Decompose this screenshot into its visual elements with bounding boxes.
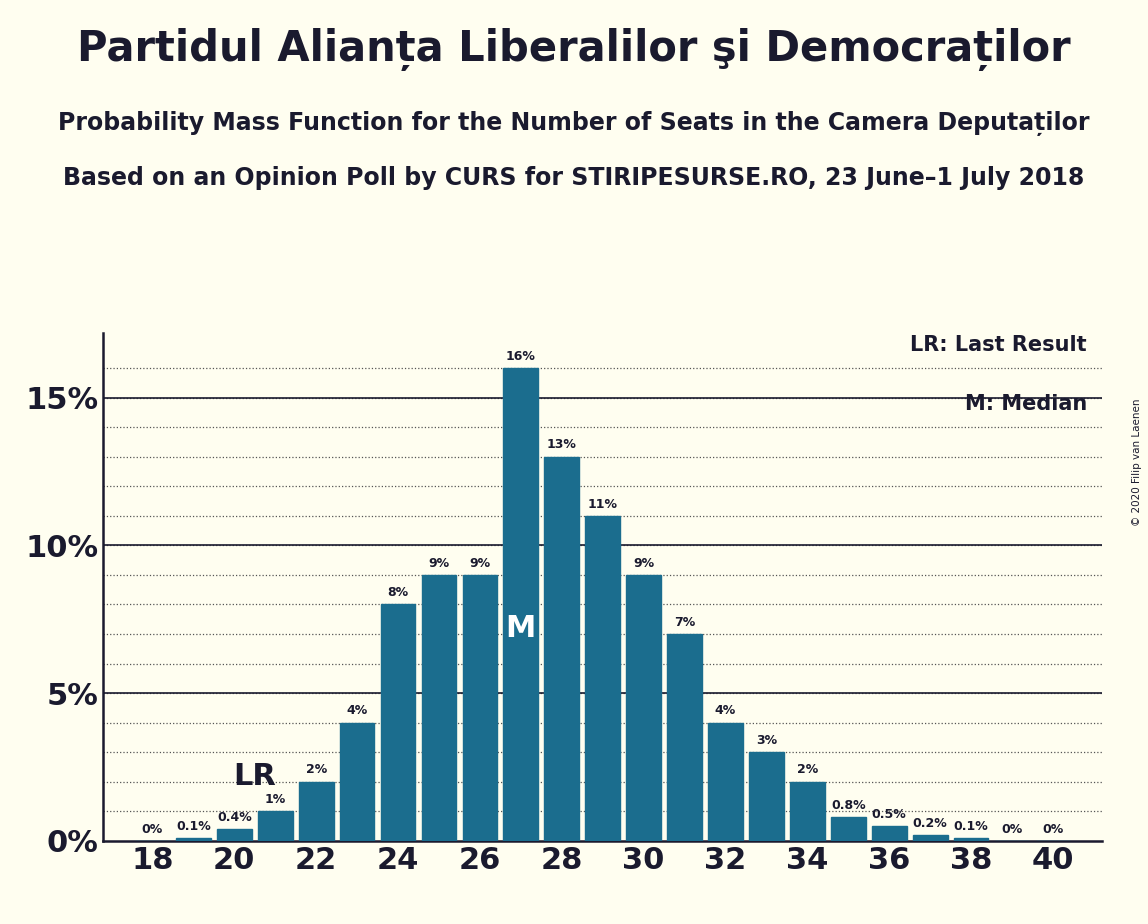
Text: 2%: 2%	[797, 763, 819, 776]
Text: © 2020 Filip van Laenen: © 2020 Filip van Laenen	[1132, 398, 1142, 526]
Bar	[340, 723, 374, 841]
Text: LR: Last Result: LR: Last Result	[910, 335, 1087, 355]
Text: 9%: 9%	[428, 556, 450, 569]
Text: Based on an Opinion Poll by CURS for STIRIPESURSE.RO, 23 June–1 July 2018: Based on an Opinion Poll by CURS for STI…	[63, 166, 1085, 190]
Text: 1%: 1%	[264, 793, 286, 806]
Text: LR: LR	[233, 761, 277, 791]
Text: 7%: 7%	[674, 615, 696, 628]
Bar	[217, 829, 251, 841]
Bar	[831, 817, 866, 841]
Text: 4%: 4%	[715, 704, 736, 717]
Text: 8%: 8%	[388, 586, 409, 599]
Text: 0.2%: 0.2%	[913, 817, 947, 830]
Bar	[790, 782, 824, 841]
Bar	[954, 838, 988, 841]
Text: 11%: 11%	[588, 497, 618, 510]
Text: M: M	[505, 614, 536, 642]
Text: M: Median: M: Median	[964, 394, 1087, 414]
Bar	[667, 634, 701, 841]
Bar	[871, 826, 907, 841]
Text: 0.8%: 0.8%	[831, 799, 866, 812]
Bar	[748, 752, 784, 841]
Bar	[463, 575, 497, 841]
Text: 0.5%: 0.5%	[871, 808, 907, 821]
Text: Probability Mass Function for the Number of Seats in the Camera Deputaților: Probability Mass Function for the Number…	[59, 111, 1089, 136]
Bar	[421, 575, 457, 841]
Text: 0%: 0%	[1001, 822, 1023, 835]
Text: 13%: 13%	[546, 438, 576, 452]
Bar	[708, 723, 743, 841]
Text: 9%: 9%	[470, 556, 490, 569]
Bar	[381, 604, 416, 841]
Bar	[504, 368, 538, 841]
Text: 0%: 0%	[1042, 822, 1063, 835]
Text: 9%: 9%	[633, 556, 654, 569]
Text: 2%: 2%	[305, 763, 327, 776]
Text: Partidul Alianța Liberalilor şi Democraților: Partidul Alianța Liberalilor şi Democraț…	[77, 28, 1071, 71]
Text: 4%: 4%	[347, 704, 367, 717]
Text: 0.1%: 0.1%	[176, 820, 211, 833]
Text: 0%: 0%	[142, 822, 163, 835]
Text: 0.4%: 0.4%	[217, 810, 251, 823]
Bar	[176, 838, 211, 841]
Text: 3%: 3%	[755, 734, 777, 747]
Text: 0.1%: 0.1%	[954, 820, 988, 833]
Bar	[298, 782, 334, 841]
Bar	[627, 575, 661, 841]
Bar	[913, 835, 947, 841]
Text: 16%: 16%	[506, 350, 536, 363]
Bar	[544, 456, 579, 841]
Bar	[585, 516, 620, 841]
Bar	[258, 811, 293, 841]
